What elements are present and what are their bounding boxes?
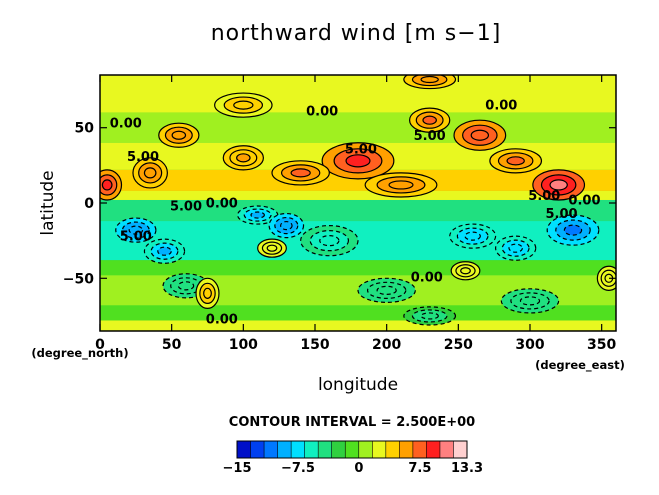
colorbar-swatch bbox=[412, 441, 427, 458]
contour-feature bbox=[563, 224, 583, 236]
colorbar-swatch bbox=[304, 441, 319, 458]
colorbar-frame bbox=[236, 440, 468, 459]
latitude-band bbox=[100, 320, 616, 331]
contour-label: 0.00 bbox=[110, 117, 142, 132]
colorbar-swatch bbox=[318, 441, 333, 458]
colorbar-swatch bbox=[399, 441, 414, 458]
contour-feature bbox=[464, 231, 481, 241]
contour-label: 5.00 bbox=[127, 150, 159, 165]
contour-feature bbox=[171, 130, 187, 140]
colorbar-swatch bbox=[237, 441, 252, 458]
contour-label: 5.00 bbox=[170, 200, 202, 215]
contour-label: 0.00 bbox=[206, 197, 238, 212]
contour-feature bbox=[290, 168, 311, 178]
colorbar-swatch bbox=[331, 441, 346, 458]
colorbar-swatch bbox=[385, 441, 400, 458]
contour-feature bbox=[128, 225, 144, 235]
contour-feature bbox=[345, 154, 371, 168]
contour-feature bbox=[508, 243, 523, 253]
contour-interval-text: CONTOUR INTERVAL = 2.500E+00 bbox=[229, 415, 475, 430]
y-ticks: 50 0 −50 bbox=[63, 121, 616, 287]
contour-feature bbox=[460, 267, 471, 275]
colorbar-swatch bbox=[345, 441, 360, 458]
x-unit-label: (degree_east) bbox=[535, 358, 625, 373]
x-axis-label: longitude bbox=[318, 375, 398, 395]
colorbar-swatch bbox=[277, 441, 292, 458]
contour-feature bbox=[236, 153, 251, 163]
contour-label: 5.00 bbox=[414, 129, 446, 144]
colorbar-tick-label: 0 bbox=[354, 461, 363, 476]
latitude-band bbox=[100, 75, 616, 113]
contour-feature bbox=[280, 220, 293, 231]
colorbar-swatch bbox=[453, 441, 468, 458]
contour-feature bbox=[519, 296, 541, 306]
colorbar-tick-label: −7.5 bbox=[281, 461, 315, 476]
contour-feature bbox=[420, 75, 439, 84]
colorbar-swatch bbox=[426, 441, 441, 458]
contour-feature bbox=[250, 211, 265, 219]
x-tick-label: 250 bbox=[444, 337, 473, 353]
contour-feature bbox=[388, 180, 414, 190]
y-axis-label: latitude bbox=[38, 170, 58, 235]
contour-feature bbox=[233, 100, 254, 110]
contour-feature bbox=[549, 179, 568, 191]
x-tick-label: 50 bbox=[162, 337, 182, 353]
latitude-band bbox=[100, 260, 616, 276]
contour-label: 5.00 bbox=[545, 207, 577, 222]
contour-feature bbox=[422, 115, 437, 125]
latitude-band bbox=[100, 199, 616, 222]
latitude-band bbox=[100, 305, 616, 321]
x-tick-label: 350 bbox=[587, 337, 616, 353]
x-tick-label: 0 bbox=[95, 337, 105, 353]
y-tick-label: 0 bbox=[84, 196, 94, 212]
contour-label: 5.00 bbox=[345, 142, 377, 157]
colorbar-tick-label: 7.5 bbox=[408, 461, 431, 476]
colorbar-ticks: −15 −7.5 0 7.5 13.3 bbox=[223, 461, 484, 476]
contour-feature bbox=[266, 244, 278, 252]
latitude-band bbox=[100, 169, 616, 191]
colorbar-swatch bbox=[358, 441, 373, 458]
contour-label: 0.00 bbox=[485, 99, 517, 114]
y-tick-label: 50 bbox=[75, 121, 95, 137]
contour-labels: 0.005.005.000.005.000.005.00 0.005.005.00… bbox=[110, 99, 601, 328]
colorbar bbox=[236, 440, 468, 459]
contour-feature bbox=[143, 167, 157, 179]
contour-feature bbox=[177, 281, 195, 291]
colorbar-tick-label: −15 bbox=[223, 461, 252, 476]
contour-feature bbox=[420, 312, 439, 320]
colorbar-swatch bbox=[372, 441, 387, 458]
contour-feature bbox=[157, 246, 172, 256]
colorbar-swatch bbox=[264, 441, 279, 458]
contour-feature bbox=[470, 129, 490, 141]
x-tick-label: 300 bbox=[515, 337, 544, 353]
chart-title: northward wind [m s−1] bbox=[211, 21, 502, 46]
contour-feature bbox=[203, 287, 212, 299]
contour-feature bbox=[319, 235, 340, 247]
contour-feature bbox=[101, 179, 113, 191]
contour-label: 0.00 bbox=[411, 270, 443, 285]
x-tick-label: 150 bbox=[300, 337, 329, 353]
x-ticks: 0 50 100 150 200 250 300 350 bbox=[95, 75, 617, 353]
y-unit-label: (degree_north) bbox=[31, 346, 128, 361]
contour-features bbox=[100, 75, 616, 326]
contour-label: 0.00 bbox=[568, 194, 600, 209]
colorbar-swatch bbox=[291, 441, 306, 458]
contour-feature bbox=[506, 156, 525, 166]
x-tick-label: 200 bbox=[372, 337, 401, 353]
colorbar-swatch bbox=[439, 441, 454, 458]
colorbar-tick-label: 13.3 bbox=[451, 461, 483, 476]
contour-label: 5.00 bbox=[528, 189, 560, 204]
contour-label: 0.00 bbox=[306, 105, 338, 120]
contour-label: 0.00 bbox=[206, 312, 238, 327]
y-tick-label: −50 bbox=[63, 271, 94, 287]
contour-label: 5.00 bbox=[120, 230, 152, 245]
colorbar-swatch bbox=[250, 441, 265, 458]
latitude-band bbox=[100, 190, 616, 200]
x-tick-label: 100 bbox=[229, 337, 258, 353]
contour-feature bbox=[376, 285, 397, 295]
